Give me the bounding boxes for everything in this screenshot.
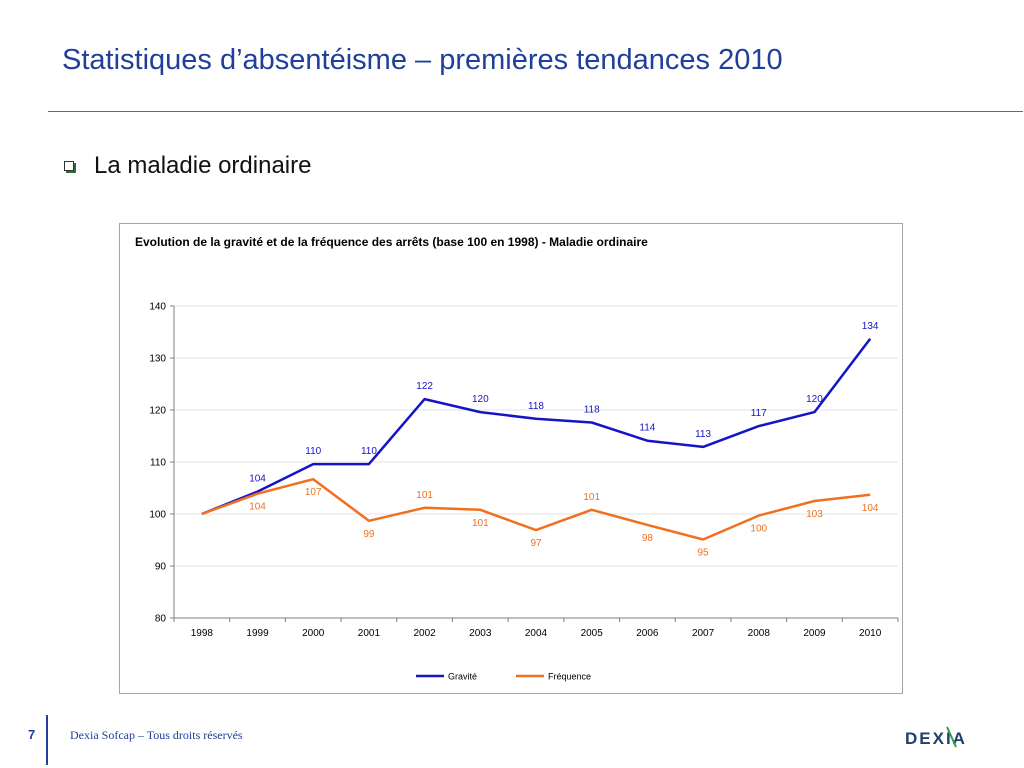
y-tick-label: 100 [149,510,166,521]
checkbox-bullet-icon [64,161,74,171]
legend-label-gravite: Gravité [448,672,477,682]
y-tick-label: 140 [149,302,166,313]
data-label-frequence: 95 [698,547,710,558]
x-tick-label: 2001 [358,628,381,639]
data-label-gravite: 118 [528,401,544,412]
data-label-frequence: 107 [305,487,322,498]
footer-divider [46,715,48,765]
data-label-gravite: 120 [806,394,823,405]
x-tick-label: 2007 [692,628,715,639]
data-label-frequence: 103 [806,509,823,520]
data-label-frequence: 101 [472,518,489,529]
y-tick-label: 130 [149,354,166,365]
data-label-gravite: 114 [639,423,655,434]
line-chart: 80 90 100 110 120 130 140 1998 1999 2000 2001 2002 2… [149,302,899,682]
x-tick-label: 2003 [469,628,492,639]
y-tick-label: 80 [155,614,167,625]
data-label-frequence: 101 [583,492,600,503]
x-tick-label: 2000 [302,628,325,639]
x-tick-label: 2004 [525,628,548,639]
page-number: 7 [28,727,36,742]
data-label-frequence: 104 [862,503,879,514]
data-label-frequence: 98 [642,533,654,544]
x-tick-label: 2002 [413,628,436,639]
data-label-gravite: 122 [416,381,433,392]
data-label-frequence: 104 [249,502,266,513]
data-label-gravite: 134 [862,321,879,332]
y-tick-label: 110 [150,458,166,469]
data-label-gravite: 110 [361,446,377,457]
y-tick-label: 90 [155,562,167,573]
bullet-item: La maladie ordinaire [64,152,311,180]
data-label-frequence: 101 [416,490,433,501]
bullet-text: La maladie ordinaire [94,152,312,179]
data-label-gravite: 104 [249,474,266,485]
data-label-gravite: 113 [695,429,711,440]
data-label-frequence: 100 [750,524,767,535]
footer-copyright: Dexia Sofcap – Tous droits réservés [70,728,243,742]
data-label-gravite: 110 [305,446,321,457]
series-line-frequence [201,477,871,541]
data-label-gravite: 120 [472,394,489,405]
dexia-logo: DEXIA [905,726,967,748]
series-line-gravite [201,338,872,516]
chart-container: Evolution de la gravité et de la fréquen… [119,223,903,694]
x-tick-label: 1998 [191,628,214,639]
x-tick-label: 2006 [636,628,659,639]
slide-title: Statistiques d’absentéisme – premières t… [62,44,783,76]
x-tick-label: 2005 [581,628,604,639]
legend-label-frequence: Fréquence [548,672,591,682]
data-label-frequence: 97 [530,538,542,549]
x-tick-label: 2009 [803,628,826,639]
data-label-gravite: 118 [584,404,600,415]
x-tick-label: 2010 [859,628,882,639]
x-tick-label: 2008 [748,628,771,639]
chart-title: Evolution de la gravité et de la fréquen… [135,235,648,249]
data-label-frequence: 99 [363,529,375,540]
data-label-gravite: 117 [751,408,767,419]
x-tick-label: 1999 [246,628,269,639]
y-tick-label: 120 [149,406,166,417]
dexia-logo-text: DEXIA [905,729,967,748]
title-divider [48,111,1023,112]
